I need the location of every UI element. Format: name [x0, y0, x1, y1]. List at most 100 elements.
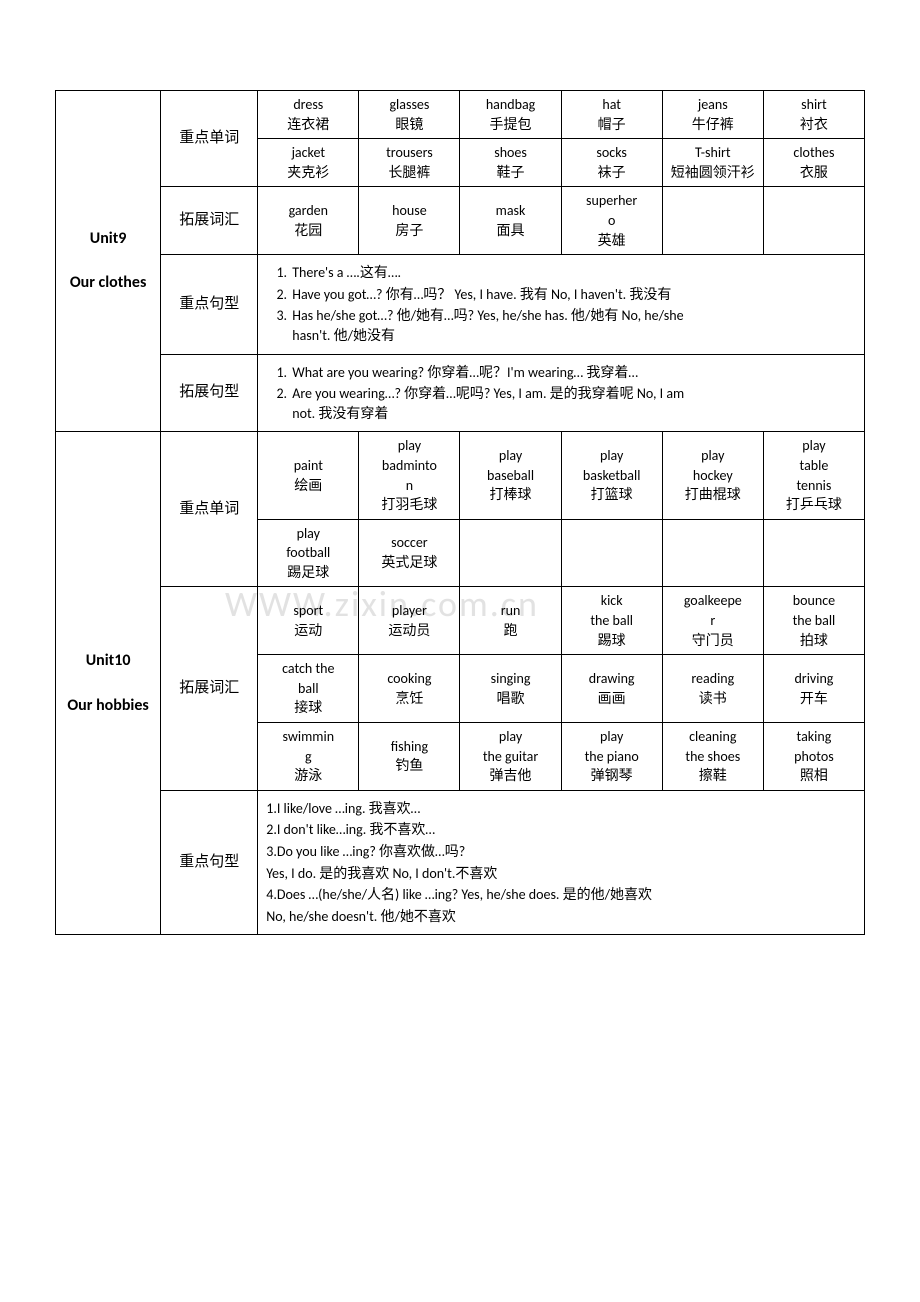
en: reading [691, 670, 734, 687]
unit9-sent2: What are you wearing? 你穿着…呢？I'm wearing…… [258, 354, 865, 432]
unit9-cat3: 重点句型 [161, 255, 258, 354]
vocab-cell: T-shirt 短袖圆领汗衫 [662, 139, 763, 187]
sent-text: Are you wearing…? 你穿着…呢吗? Yes, I am. 是的我… [292, 385, 684, 402]
vocab-cell: bouncethe ball拍球 [763, 587, 864, 655]
unit10-title-l2: Our hobbies [67, 696, 148, 715]
sent-text: hasn't. 他/她没有 [292, 327, 395, 344]
en: house [392, 202, 427, 219]
vocab-cell: clothes 衣服 [763, 139, 864, 187]
en: drawing [589, 670, 635, 687]
zh: 跑 [504, 622, 518, 639]
zh: 踢球 [598, 632, 626, 649]
vocab-cell: driving 开车 [763, 655, 864, 723]
vocab-cell: playthe guitar弹吉他 [460, 723, 561, 791]
vocab-cell: cooking烹饪 [359, 655, 460, 723]
vocab-cell: fishing 钓鱼 [359, 723, 460, 791]
sent-line: 3.Do you like …ing? 你喜欢做…吗? [266, 842, 856, 862]
zh: 衣服 [800, 164, 828, 181]
vocab-cell [763, 187, 864, 255]
zh: 房子 [395, 222, 423, 239]
en: T-shirt [695, 144, 731, 161]
en: socks [596, 144, 627, 161]
unit9-cat4: 拓展句型 [161, 354, 258, 432]
unit10-title-l1: Unit10 [86, 651, 131, 670]
zh: 游泳 [294, 767, 322, 784]
vocab-cell: trousers长腿裤 [359, 139, 460, 187]
en: paint [294, 457, 323, 474]
vocab-cell [561, 519, 662, 587]
en: dress [293, 96, 323, 113]
vocab-cell: drawing 画画 [561, 655, 662, 723]
en: shirt [801, 96, 827, 113]
en: shoes [494, 144, 527, 161]
zh: 打曲棍球 [685, 486, 741, 503]
sent-line: What are you wearing? 你穿着…呢？I'm wearing…… [290, 363, 856, 383]
zh: 钓鱼 [395, 757, 423, 774]
zh: 弹吉他 [490, 767, 532, 784]
en: fishing [391, 738, 428, 755]
zh: 夹克衫 [287, 164, 329, 181]
zh: 运动员 [388, 622, 430, 639]
vocab-cell: playbasketball打篮球 [561, 432, 662, 519]
zh: 弹钢琴 [591, 767, 633, 784]
zh: 手提包 [490, 116, 532, 133]
vocab-cell: shirt衬衣 [763, 91, 864, 139]
en: jacket [292, 144, 325, 161]
zh: 短袖圆领汗衫 [671, 164, 755, 181]
en: jeans [698, 96, 728, 113]
zh: 照相 [800, 767, 828, 784]
zh: 眼镜 [395, 116, 423, 133]
vocab-cell: jeans牛仔裤 [662, 91, 763, 139]
en: garden [289, 202, 328, 219]
unit10-sent1: 1.I like/love …ing. 我喜欢… 2.I don't like…… [258, 790, 865, 935]
vocab-cell: sport运动 [258, 587, 359, 655]
vocab-cell: soccer英式足球 [359, 519, 460, 587]
vocab-cell: catch theball接球 [258, 655, 359, 723]
zh: 开车 [800, 690, 828, 707]
en: player [392, 602, 427, 619]
en: handbag [486, 96, 535, 113]
vocab-cell: house 房子 [359, 187, 460, 255]
unit9-cat2: 拓展词汇 [161, 187, 258, 255]
main-table: Unit9 Our clothes 重点单词 dress连衣裙 glasses眼… [55, 90, 865, 935]
sent-line: 2.I don't like…ing. 我不喜欢… [266, 820, 856, 840]
zh: 打篮球 [591, 486, 633, 503]
en: soccer [391, 534, 428, 551]
vocab-cell: swimming游泳 [258, 723, 359, 791]
vocab-cell: kickthe ball踢球 [561, 587, 662, 655]
vocab-cell: run跑 [460, 587, 561, 655]
vocab-cell [763, 519, 864, 587]
vocab-cell: cleaningthe shoes擦鞋 [662, 723, 763, 791]
vocab-cell: glasses 眼镜 [359, 91, 460, 139]
vocab-cell: takingphotos照相 [763, 723, 864, 791]
zh: 接球 [294, 699, 322, 716]
zh: 读书 [699, 690, 727, 707]
en: hat [602, 96, 621, 113]
en: glasses [389, 96, 429, 113]
vocab-cell: handbag 手提包 [460, 91, 561, 139]
unit9-title: Unit9 Our clothes [56, 91, 161, 432]
unit10-cat2: 拓展词汇 [161, 587, 258, 790]
zh: 打棒球 [490, 486, 532, 503]
unit10-cat3: 重点句型 [161, 790, 258, 935]
unit10-title: Unit10 Our hobbies [56, 432, 161, 935]
vocab-cell [662, 519, 763, 587]
vocab-cell: playfootball踢足球 [258, 519, 359, 587]
sent-text: Has he/she got…? 他/她有…吗? Yes, he/she has… [292, 307, 683, 324]
zh: 长腿裤 [388, 164, 430, 181]
zh: 擦鞋 [699, 767, 727, 784]
en: singing [491, 670, 531, 687]
en: driving [794, 670, 833, 687]
vocab-cell: paint绘画 [258, 432, 359, 519]
zh: 打乒乓球 [786, 496, 842, 513]
vocab-cell: playbadminton打羽毛球 [359, 432, 460, 519]
zh: 运动 [294, 622, 322, 639]
sent-line: There's a ….这有…. [290, 263, 856, 283]
vocab-cell: goalkeeper守门员 [662, 587, 763, 655]
zh: 面具 [497, 222, 525, 239]
vocab-cell: playthe piano弹钢琴 [561, 723, 662, 791]
en: clothes [793, 144, 834, 161]
sent-line: No, he/she doesn't. 他/她不喜欢 [266, 907, 856, 927]
unit9-sent1: There's a ….这有…. Have you got…? 你有…吗？ Ye… [258, 255, 865, 354]
zh: 画画 [598, 690, 626, 707]
